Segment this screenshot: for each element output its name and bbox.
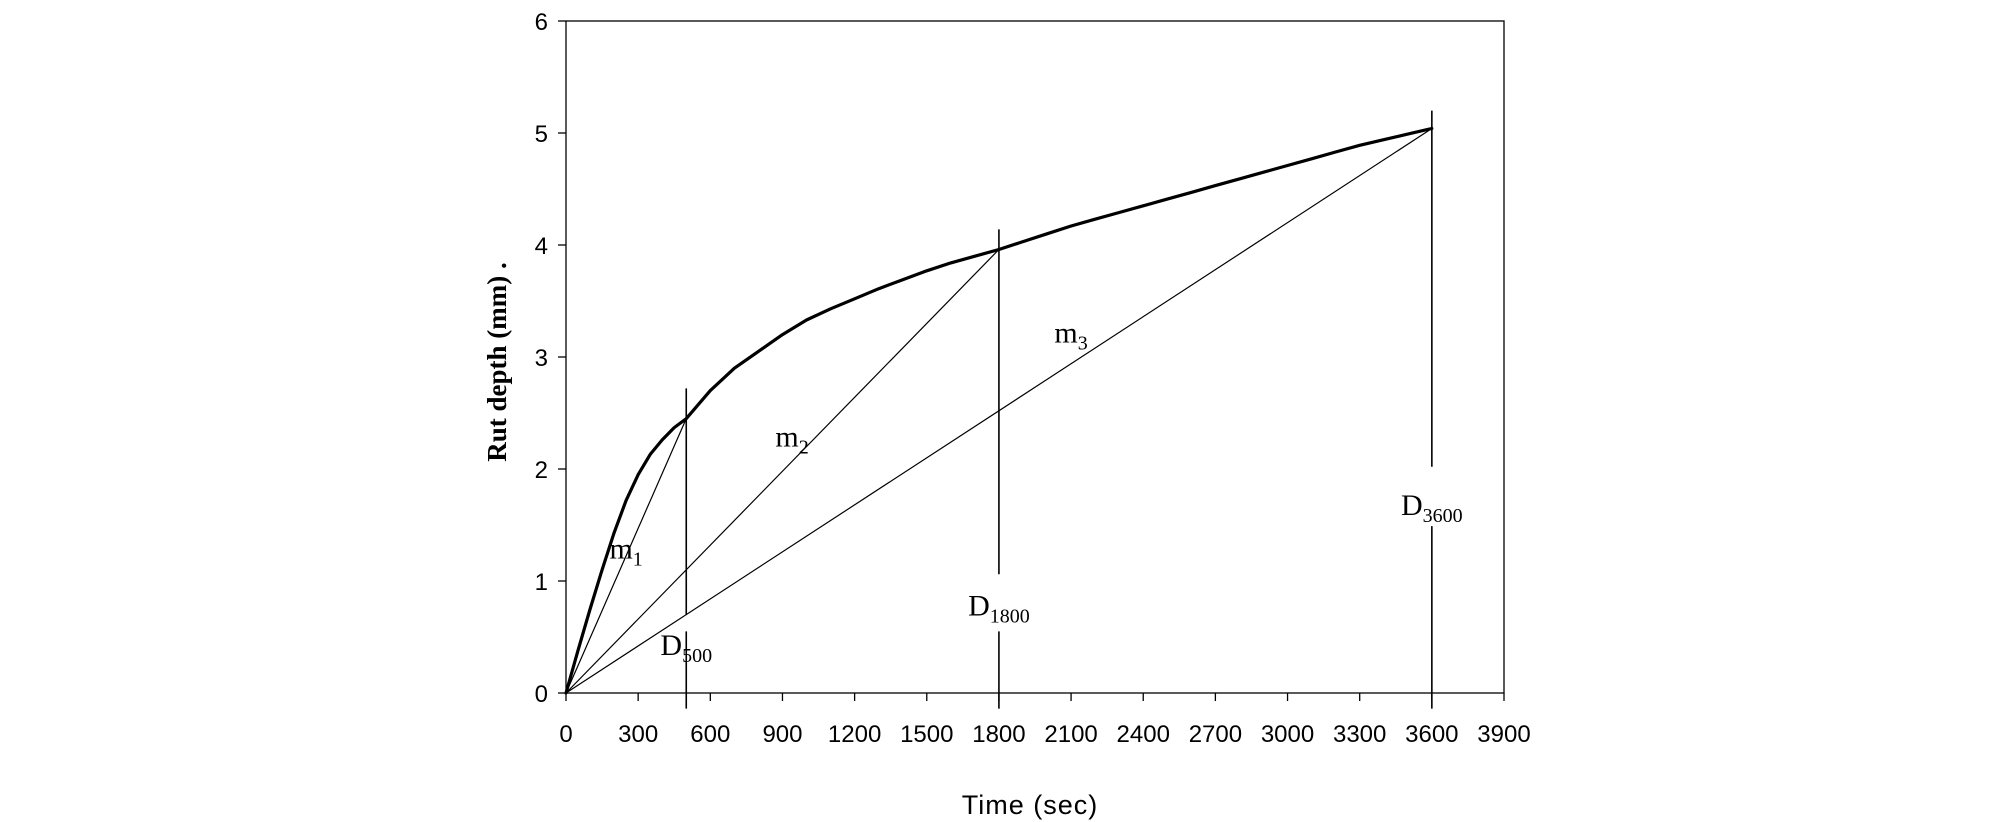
x-tick-label: 1800	[972, 721, 1025, 748]
x-tick-label: 3600	[1405, 721, 1458, 748]
x-tick-label: 600	[690, 721, 730, 748]
x-tick-label: 3000	[1261, 721, 1314, 748]
y-tick-label: 0	[535, 681, 548, 708]
x-tick-label: 3300	[1333, 721, 1386, 748]
x-tick-label: 1500	[900, 721, 953, 748]
plot-area-frame	[565, 20, 1505, 694]
y-axis: 0 1 2 3 4 5 6	[535, 9, 566, 708]
y-axis-title: Rut depth (mm) .	[482, 262, 512, 462]
x-tick-label: 2400	[1117, 721, 1170, 748]
y-tick-label: 5	[535, 121, 548, 148]
x-axis: 0 300 600 900 1200 1500 1800 2100 2400 2700 3000 33…	[559, 693, 1531, 748]
y-tick-label: 6	[535, 9, 548, 36]
x-axis-title: Time (sec)	[962, 790, 1099, 820]
secant-label-m3: m3	[1054, 316, 1087, 354]
x-tick-label: 3900	[1477, 721, 1530, 748]
y-tick-label: 2	[535, 457, 548, 484]
secant-line-m2	[565, 249, 1000, 694]
x-tick-label: 2700	[1189, 721, 1242, 748]
secant-line-m1	[565, 418, 687, 694]
secant-label-m1: m1	[609, 533, 642, 571]
marker-label-d3600: D3600	[1401, 489, 1463, 527]
rut-depth-curve	[564, 126, 1434, 695]
x-tick-label: 0	[559, 721, 572, 748]
x-tick-label: 900	[762, 721, 802, 748]
x-tick-label: 2100	[1044, 721, 1097, 748]
secant-label-m2: m2	[775, 421, 808, 459]
marker-label-d500: D500	[660, 629, 712, 667]
y-tick-label: 4	[535, 233, 548, 260]
y-tick-label: 1	[535, 569, 548, 596]
series-layer	[564, 126, 1434, 695]
annotation-labels: m1 m2 m3 D500 D1800 D3600	[609, 316, 1462, 666]
y-tick-label: 3	[535, 345, 548, 372]
marker-label-d1800: D1800	[968, 590, 1030, 628]
x-tick-label: 300	[618, 721, 658, 748]
x-tick-label: 1200	[828, 721, 881, 748]
marker-lines	[685, 110, 1433, 709]
